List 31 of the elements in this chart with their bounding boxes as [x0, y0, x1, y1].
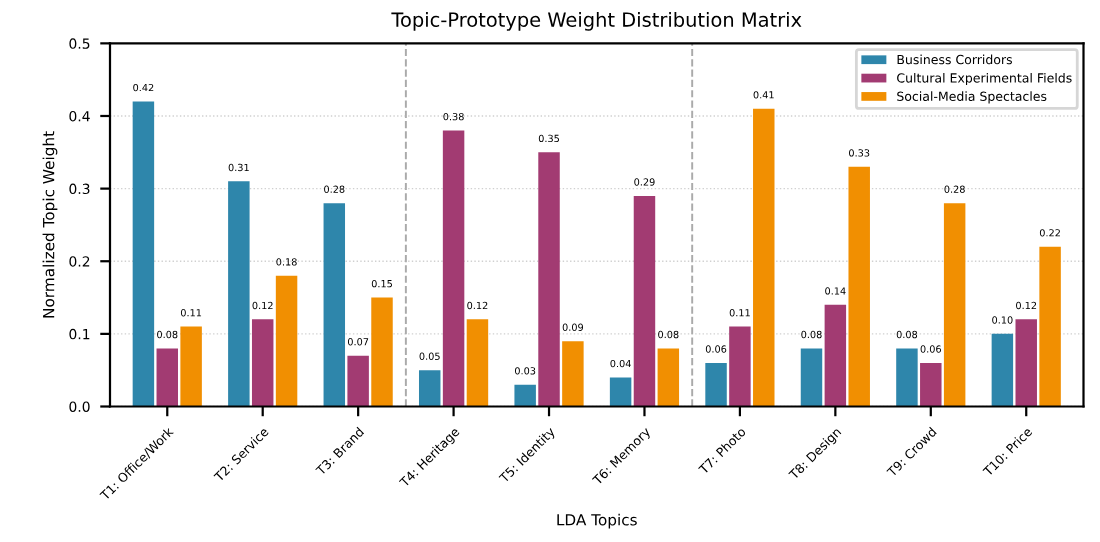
- bar: [562, 341, 584, 407]
- bar: [657, 348, 680, 407]
- bar: [991, 333, 1014, 407]
- bar: [132, 101, 155, 407]
- bar: [180, 326, 202, 407]
- bar: [538, 152, 560, 407]
- bar: [442, 130, 465, 407]
- bar: [824, 304, 847, 407]
- bar: [1015, 319, 1037, 407]
- bar: [943, 203, 966, 407]
- bar: [633, 195, 656, 407]
- bar: [156, 348, 178, 407]
- bar: [371, 297, 393, 407]
- bar: [323, 203, 346, 407]
- bar: [347, 355, 369, 407]
- bar: [228, 181, 250, 407]
- bar: [1039, 246, 1061, 407]
- bar: [705, 362, 727, 407]
- bar: [800, 348, 823, 407]
- bar: [466, 319, 489, 407]
- bar: [920, 362, 942, 407]
- bar: [514, 384, 536, 407]
- bar: [729, 326, 751, 407]
- bar: [418, 370, 441, 407]
- bar: [275, 275, 298, 407]
- chart-title: Topic-Prototype Weight Distribution Matrix: [391, 11, 802, 31]
- bar: [753, 108, 775, 407]
- bar: [848, 166, 870, 407]
- bar: [896, 348, 918, 407]
- bar: [251, 319, 274, 407]
- bar: [609, 377, 632, 407]
